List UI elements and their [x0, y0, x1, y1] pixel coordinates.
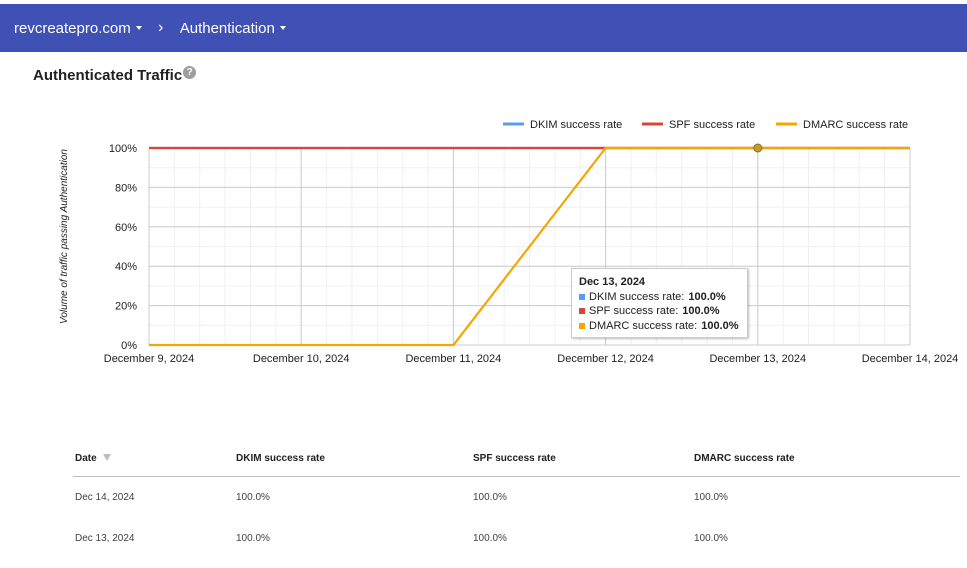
series-line-2 — [149, 146, 910, 347]
y-tick-label: 100% — [109, 143, 137, 155]
x-tick-label: December 14, 2024 — [862, 353, 959, 365]
tooltip-label-dkim: DKIM success rate: — [589, 290, 685, 303]
page-title-wrap: Authenticated Traffic ? — [33, 66, 197, 84]
domain-label: revcreatepro.com — [14, 19, 131, 37]
x-tick-label: December 11, 2024 — [405, 353, 501, 365]
cell-dkim: 100.0% — [236, 492, 270, 503]
tooltip-row-dmarc: DMARC success rate: 100.0% — [579, 319, 740, 334]
header-date[interactable]: Date — [73, 453, 236, 464]
legend-label: DMARC success rate — [803, 119, 908, 131]
table-header: Date DKIM success rate SPF success rate … — [73, 440, 960, 477]
caret-down-icon — [135, 26, 142, 30]
x-tick-label: December 13, 2024 — [709, 353, 806, 365]
caret-down-icon — [279, 26, 286, 30]
table-row: Dec 14, 2024 100.0% 100.0% 100.0% — [73, 477, 960, 518]
tooltip-value-dmarc: 100.0% — [701, 319, 739, 332]
y-tick-label: 0% — [121, 340, 137, 352]
y-tick-label: 40% — [115, 261, 137, 273]
help-icon[interactable]: ? — [183, 66, 197, 79]
legend-label: SPF success rate — [669, 119, 755, 131]
header-dkim[interactable]: DKIM success rate — [236, 452, 325, 464]
top-bar: revcreatepro.com › Authentication — [0, 4, 967, 52]
tooltip-row-dkim: DKIM success rate: 100.0% — [579, 290, 740, 305]
legend-label: DKIM success rate — [530, 119, 622, 131]
authenticated-traffic-chart: 0% 20% 40% 60% 80% 100% December 9, 2024 Decemb… — [59, 119, 959, 365]
tooltip-swatch-spf — [579, 308, 585, 315]
tooltip-label-dmarc: DMARC success rate: — [589, 319, 698, 332]
cell-date: Dec 13, 2024 — [75, 533, 135, 544]
domain-selector[interactable]: revcreatepro.com — [14, 20, 142, 37]
x-tick-label: December 12, 2024 — [557, 353, 654, 365]
section-label: Authentication — [179, 19, 275, 37]
y-tick-label: 60% — [115, 222, 137, 234]
header-dmarc[interactable]: DMARC success rate — [694, 452, 795, 464]
tooltip-value-spf: 100.0% — [682, 305, 720, 317]
y-tick-label: 80% — [115, 182, 137, 194]
header-date-label: Date — [75, 452, 97, 464]
tooltip-swatch-dmarc — [579, 322, 585, 329]
cell-dmarc: 100.0% — [694, 533, 728, 544]
cell-dkim: 100.0% — [236, 533, 270, 544]
y-tick-label: 20% — [115, 301, 137, 313]
chevron-right-icon: › — [158, 19, 164, 36]
page-title: Authenticated Traffic — [33, 67, 183, 84]
cell-date: Dec 14, 2024 — [75, 492, 135, 503]
traffic-table: Date DKIM success rate SPF success rate … — [73, 440, 960, 559]
tooltip-row-spf: SPF success rate: 100.0% — [579, 304, 740, 319]
cell-dmarc: 100.0% — [694, 492, 728, 503]
header-spf[interactable]: SPF success rate — [473, 452, 556, 464]
sort-down-icon — [103, 454, 112, 462]
table-row: Dec 13, 2024 100.0% 100.0% 100.0% — [73, 518, 960, 559]
section-selector[interactable]: Authentication — [180, 20, 286, 37]
y-axis-label: Volume of traffic passing Authentication — [59, 149, 70, 324]
cell-spf: 100.0% — [473, 492, 507, 503]
x-tick-label: December 9, 2024 — [104, 353, 195, 365]
chart-tooltip: Dec 13, 2024 DKIM success rate: 100.0% S… — [571, 268, 748, 338]
cell-spf: 100.0% — [473, 533, 507, 544]
x-tick-label: December 10, 2024 — [253, 353, 350, 365]
tooltip-label-spf: SPF success rate: — [589, 305, 679, 317]
tooltip-date: Dec 13, 2024 — [579, 276, 646, 288]
tooltip-value-dkim: 100.0% — [688, 290, 726, 303]
tooltip-swatch-dkim — [579, 293, 585, 300]
highlight-point — [753, 143, 763, 153]
